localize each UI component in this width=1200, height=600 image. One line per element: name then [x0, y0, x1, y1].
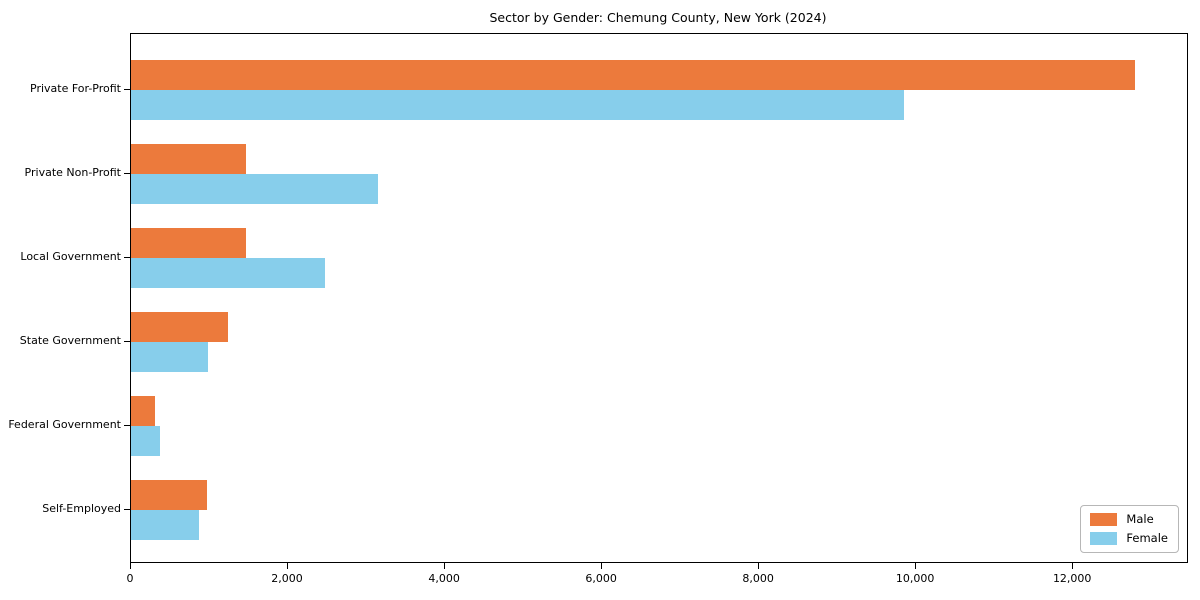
y-tick-mark-1 [124, 173, 130, 174]
legend-entry-male: Male [1090, 513, 1168, 526]
x-tick-mark-5 [915, 563, 917, 569]
bar-female-0 [131, 90, 905, 120]
x-tick-mark-2 [444, 563, 446, 569]
bar-male-1 [131, 144, 246, 174]
bar-female-1 [131, 174, 378, 204]
bar-male-2 [131, 228, 247, 258]
x-tick-label-2: 4,000 [428, 572, 460, 585]
y-tick-label-2: Local Government [20, 250, 121, 263]
x-tick-label-0: 0 [126, 572, 134, 585]
legend-entry-female: Female [1090, 532, 1168, 545]
x-tick-mark-0 [130, 563, 131, 569]
plot-area [130, 33, 1188, 563]
y-tick-label-4: Federal Government [8, 418, 121, 431]
y-tick-mark-5 [124, 509, 130, 510]
x-tick-mark-6 [1072, 563, 1074, 569]
bar-male-5 [131, 480, 207, 510]
bar-male-3 [131, 312, 229, 342]
x-tick-mark-1 [287, 563, 288, 569]
bar-female-2 [131, 258, 325, 288]
x-tick-label-1: 2,000 [271, 572, 303, 585]
bar-female-3 [131, 342, 208, 372]
y-tick-mark-4 [124, 425, 130, 426]
legend-label-female: Female [1126, 531, 1168, 545]
bar-female-5 [131, 510, 199, 540]
x-tick-label-5: 10,000 [895, 572, 935, 585]
y-tick-mark-3 [124, 341, 130, 342]
x-tick-label-4: 8,000 [742, 572, 774, 585]
x-tick-mark-3 [601, 563, 603, 569]
female-swatch [1090, 532, 1118, 545]
bar-male-0 [131, 60, 1136, 90]
y-tick-mark-0 [124, 89, 130, 90]
y-tick-label-1: Private Non-Profit [24, 166, 121, 179]
legend-box: Male Female [1080, 505, 1179, 553]
x-tick-label-3: 6,000 [585, 572, 617, 585]
bar-male-4 [131, 396, 155, 426]
bar-female-4 [131, 426, 160, 456]
y-tick-label-3: State Government [19, 334, 121, 347]
legend: Male Female [130, 33, 1186, 561]
y-tick-label-5: Self-Employed [42, 502, 121, 515]
x-tick-label-6: 12,000 [1052, 572, 1092, 585]
chart-title: Sector by Gender: Chemung County, New Yo… [489, 10, 827, 25]
y-tick-label-0: Private For-Profit [30, 82, 121, 95]
x-tick-mark-4 [758, 563, 760, 569]
male-swatch [1090, 513, 1118, 526]
y-tick-mark-2 [124, 257, 130, 258]
legend-label-male: Male [1126, 512, 1154, 526]
